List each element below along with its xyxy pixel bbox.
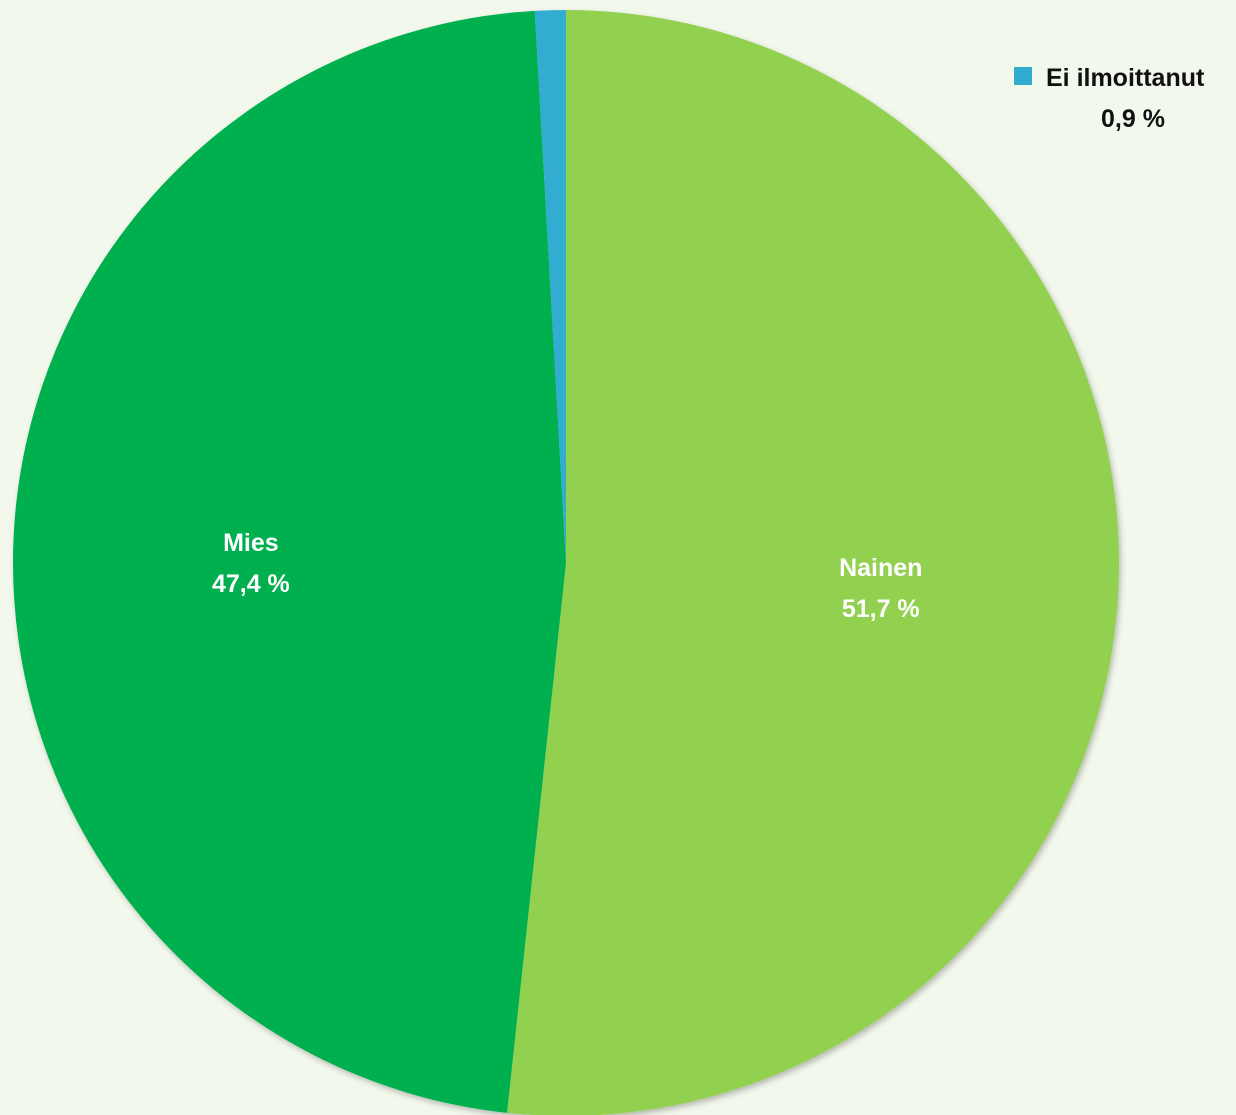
legend-swatch-ei-ilmoittanut [1014, 67, 1032, 85]
pie-slices [12, 10, 1119, 1115]
pie-labels: Nainen 51,7 % Mies 47,4 % [212, 529, 922, 623]
pie-slice-mies [12, 10, 567, 1113]
slice-value-mies: 47,4 % [212, 570, 290, 598]
legend-label-ei-ilmoittanut: Ei ilmoittanut [1046, 64, 1205, 92]
pie-slice-nainen [507, 10, 1119, 1115]
legend-value-ei-ilmoittanut: 0,9 % [1101, 105, 1165, 133]
slice-value-nainen: 51,7 % [842, 595, 920, 623]
pie-slice-ei-ilmoittanut [534, 10, 566, 563]
slice-label-nainen: Nainen [839, 554, 922, 582]
legend: Ei ilmoittanut 0,9 % [1014, 64, 1205, 133]
slice-label-mies: Mies [223, 529, 279, 557]
